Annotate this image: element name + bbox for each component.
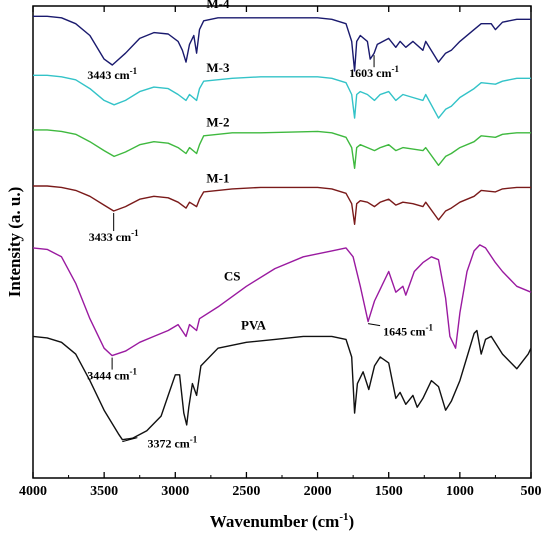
x-tick-label: 2500 <box>232 484 260 499</box>
series-line-m-1 <box>33 185 531 225</box>
peak-annotation: 1645 cm-1 <box>383 323 433 339</box>
y-axis-title: Intensity (a. u.) <box>5 187 24 298</box>
series-label-m-1: M-1 <box>206 170 229 185</box>
series-line-m-4 <box>33 15 531 72</box>
x-tick-label: 1000 <box>446 484 474 499</box>
x-axis-title: Wavenumber (cm-1) <box>210 511 354 531</box>
x-tick-label: 500 <box>521 484 542 499</box>
series-lines <box>32 15 532 441</box>
x-tick-label: 3500 <box>90 484 118 499</box>
x-tick-label: 1500 <box>375 484 403 499</box>
series-line-m-2 <box>33 129 531 169</box>
peak-annotation: 1603 cm-1 <box>349 64 399 80</box>
peak-annotation: 3433 cm-1 <box>89 228 139 244</box>
series-label-m-3: M-3 <box>206 60 230 75</box>
x-tick-label: 2000 <box>304 484 332 499</box>
series-label-pva: PVA <box>241 318 267 333</box>
annotation-arrow <box>368 323 381 327</box>
peak-annotations: 3443 cm-1 1603 cm-1 3433 cm-1 1645 cm-1 3444… <box>87 55 433 451</box>
annotation-arrow <box>122 437 138 443</box>
peak-annotation: 3444 cm-1 <box>87 367 137 383</box>
series-label-cs: CS <box>224 269 241 284</box>
series-label-m-2: M-2 <box>206 114 229 129</box>
series-labels: M-4 M-3 M-2 M-1 CS PVA <box>206 0 266 333</box>
series-line-m-3 <box>33 74 531 119</box>
x-tick-label: 3000 <box>161 484 189 499</box>
series-line-pva <box>32 329 532 441</box>
series-line-cs <box>32 244 532 357</box>
x-axis-ticks: 4000 3500 3000 2500 2000 1500 1000 500 <box>19 6 542 499</box>
x-tick-label: 4000 <box>19 484 47 499</box>
series-label-m-4: M-4 <box>206 0 230 11</box>
peak-annotation: 3372 cm-1 <box>147 435 197 451</box>
peak-annotation: 3443 cm-1 <box>87 66 137 82</box>
